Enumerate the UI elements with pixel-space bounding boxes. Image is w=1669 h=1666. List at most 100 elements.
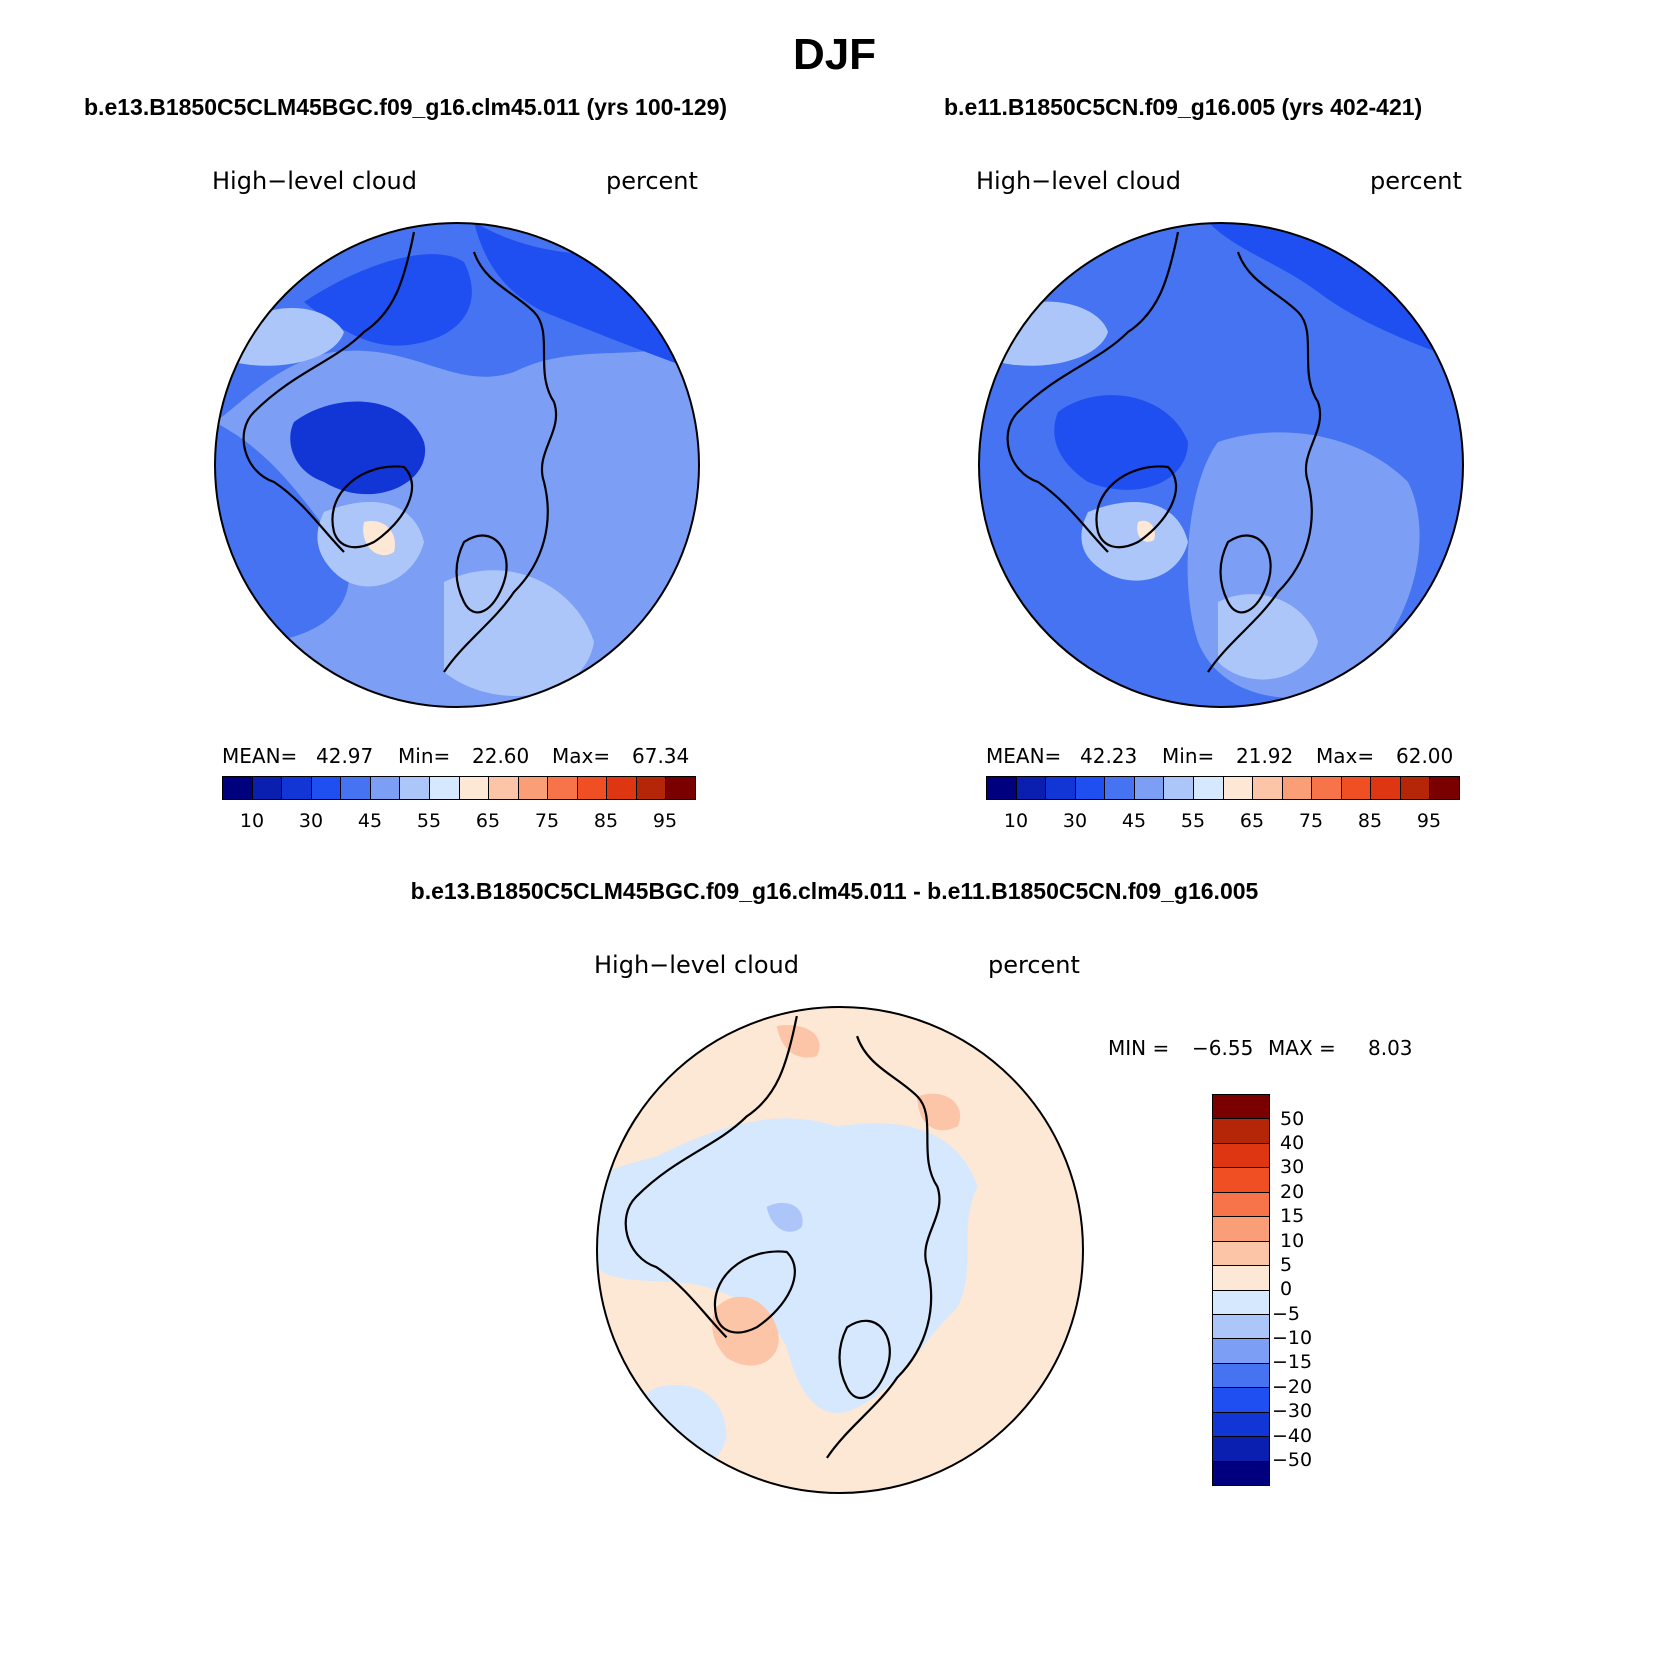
panel2-polar-map <box>978 222 1464 708</box>
panel1-variable-label: High−level cloud <box>212 167 417 195</box>
panel1-colorbar-tick: 45 <box>357 810 383 832</box>
panel1-colorbar-tick: 10 <box>239 810 265 832</box>
diff-max-label: MAX = <box>1268 1036 1336 1060</box>
colorbar-swatch <box>252 777 283 799</box>
panel1-colorbar-tick: 55 <box>416 810 442 832</box>
diff-polar-map <box>596 1006 1084 1494</box>
panel1-colorbar-tick: 75 <box>534 810 560 832</box>
panel1-colorbar-tick: 95 <box>652 810 678 832</box>
panel1-field-band <box>444 570 594 696</box>
panel1-field-band <box>304 254 472 346</box>
panel2-case-title: b.e11.B1850C5CN.f09_g16.005 (yrs 402-421… <box>944 94 1423 120</box>
diff-units-label: percent <box>988 951 1080 979</box>
colorbar-swatch <box>1134 777 1165 799</box>
diff-field-band <box>597 1118 978 1413</box>
colorbar-swatch <box>1400 777 1431 799</box>
panel1-coastline <box>331 465 414 549</box>
panel1-max-label: Max= <box>552 744 611 768</box>
panel2-colorbar-tick: 75 <box>1298 810 1324 832</box>
panel1-colorbar-tick: 65 <box>475 810 501 832</box>
colorbar-swatch <box>1282 777 1313 799</box>
colorbar-swatch <box>1213 1095 1269 1120</box>
colorbar-swatch <box>370 777 401 799</box>
colorbar-swatch <box>311 777 342 799</box>
panel1-coastline <box>242 231 416 553</box>
colorbar-swatch <box>1046 777 1076 799</box>
panel2-coastline <box>1207 251 1321 673</box>
colorbar-swatch <box>1371 777 1401 799</box>
colorbar-swatch <box>223 777 253 799</box>
panel1-min-value: 22.60 <box>472 744 530 768</box>
colorbar-swatch <box>1213 1168 1269 1193</box>
diff-variable-label: High−level cloud <box>594 951 799 979</box>
diff-colorbar-tick: −20 <box>1272 1376 1313 1398</box>
diff-field-band <box>766 1202 803 1232</box>
panel2-mean-label: MEAN= <box>986 744 1062 768</box>
panel2-max-value: 62.00 <box>1396 744 1454 768</box>
diff-colorbar-tick: 10 <box>1280 1230 1305 1252</box>
colorbar-swatch <box>341 777 371 799</box>
panel2-variable-label: High−level cloud <box>976 167 1181 195</box>
diff-min-label: MIN = <box>1108 1036 1170 1060</box>
panel2-max-label: Max= <box>1316 744 1375 768</box>
colorbar-swatch <box>1213 1461 1269 1485</box>
panel1-coastline <box>443 251 557 673</box>
panel1-coastline <box>455 534 508 614</box>
panel1-case-title: b.e13.B1850C5CLM45BGC.f09_g16.clm45.011 … <box>84 94 728 120</box>
panel2-min-label: Min= <box>1162 744 1215 768</box>
colorbar-swatch <box>987 777 1017 799</box>
colorbar-swatch <box>1213 1192 1269 1218</box>
colorbar-swatch <box>607 777 637 799</box>
diff-field-band <box>776 1025 820 1058</box>
diff-colorbar-tick: −15 <box>1272 1351 1313 1373</box>
diff-colorbar-tick: 30 <box>1280 1156 1305 1178</box>
colorbar-swatch <box>1164 777 1194 799</box>
colorbar-swatch <box>1341 777 1372 799</box>
diff-colorbar-tick: −50 <box>1272 1449 1313 1471</box>
colorbar-swatch <box>636 777 667 799</box>
panel2-colorbar-tick: 45 <box>1121 810 1147 832</box>
panel2-coastline <box>1095 465 1178 549</box>
colorbar-swatch <box>459 777 490 799</box>
diff-colorbar-tick: 15 <box>1280 1205 1305 1227</box>
panel1-polar-map <box>214 222 700 708</box>
diff-colorbar <box>1212 1094 1270 1486</box>
colorbar-swatch <box>400 777 430 799</box>
panel2-colorbar-tick: 95 <box>1416 810 1442 832</box>
colorbar-swatch <box>282 777 312 799</box>
diff-max-value: 8.03 <box>1368 1036 1413 1060</box>
diff-coastline <box>826 1035 941 1459</box>
panel2-coastline <box>1006 231 1180 553</box>
diff-colorbar-tick: −40 <box>1272 1425 1313 1447</box>
colorbar-swatch <box>1193 777 1224 799</box>
panel2-map-border <box>978 222 1464 708</box>
colorbar-swatch <box>548 777 578 799</box>
diff-colorbar-tick: 0 <box>1280 1278 1293 1300</box>
panel2-colorbar-tick: 55 <box>1180 810 1206 832</box>
colorbar-swatch <box>1223 777 1254 799</box>
panel2-units-label: percent <box>1370 167 1462 195</box>
colorbar-swatch <box>489 777 519 799</box>
diff-colorbar-tick: 50 <box>1280 1108 1305 1130</box>
panel2-min-value: 21.92 <box>1236 744 1294 768</box>
panel1-map-border <box>214 222 700 708</box>
diff-colorbar-tick: −5 <box>1272 1303 1301 1325</box>
colorbar-swatch <box>1213 1412 1269 1438</box>
colorbar-swatch <box>1075 777 1106 799</box>
colorbar-swatch <box>1213 1314 1269 1340</box>
colorbar-swatch <box>1213 1339 1269 1364</box>
colorbar-swatch <box>429 777 460 799</box>
diff-field-band <box>917 1093 961 1131</box>
colorbar-swatch <box>1213 1437 1269 1462</box>
panel2-coastline <box>1219 534 1272 614</box>
colorbar-swatch <box>518 777 549 799</box>
colorbar-swatch <box>1213 1290 1269 1315</box>
colorbar-swatch <box>577 777 608 799</box>
panel1-mean-label: MEAN= <box>222 744 298 768</box>
colorbar-swatch <box>1213 1143 1269 1169</box>
panel2-colorbar <box>986 776 1460 800</box>
colorbar-swatch <box>1213 1217 1269 1242</box>
season-title: DJF <box>792 30 877 79</box>
panel2-field-band <box>1218 594 1318 680</box>
colorbar-swatch <box>666 777 695 799</box>
